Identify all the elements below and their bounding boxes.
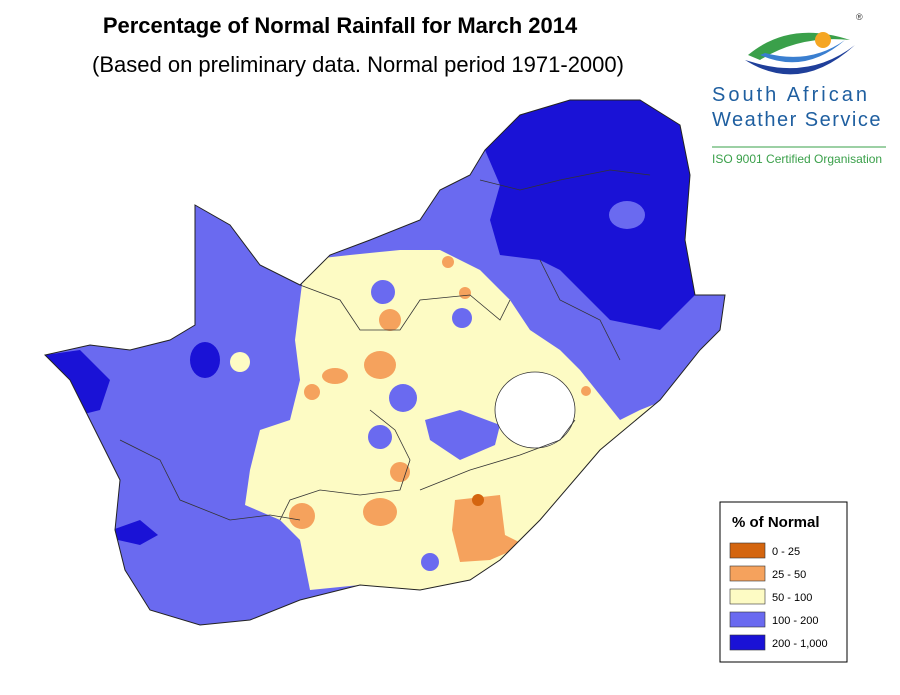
rainfall-zone	[322, 368, 348, 384]
legend-swatch	[729, 611, 766, 628]
province-border	[479, 169, 651, 191]
logo-arc	[760, 40, 845, 63]
rainfall-zone	[459, 287, 471, 299]
logo-certification: ISO 9001 Certified Organisation	[712, 152, 882, 166]
legend-swatch	[729, 634, 766, 651]
rainfall-zone	[45, 350, 110, 415]
rainfall-zone	[425, 410, 500, 460]
rainfall-zone	[421, 553, 439, 571]
legend-label: 25 - 50	[772, 569, 806, 581]
rainfall-zone	[389, 384, 417, 412]
rainfall-zone	[472, 494, 484, 506]
rainfall-zone	[609, 201, 645, 229]
rainfall-zone	[190, 342, 220, 378]
legend-swatch	[729, 565, 766, 582]
lesotho	[494, 371, 576, 449]
rainfall-zone	[485, 100, 695, 330]
rainfall-zone	[452, 495, 525, 562]
rainfall-zone	[289, 503, 315, 529]
province-border	[419, 419, 576, 491]
legend-swatch	[729, 588, 766, 605]
legend-label: 50 - 100	[772, 592, 812, 604]
logo-arc	[745, 45, 855, 75]
rainfall-zone	[371, 280, 395, 304]
legend-label: 0 - 25	[772, 546, 800, 558]
rainfall-zone	[390, 462, 410, 482]
logo: ® South African Weather Service ISO 9001…	[712, 12, 886, 166]
rainfall-zone	[442, 256, 454, 268]
rainfall-map	[45, 100, 725, 625]
legend-swatch	[729, 542, 766, 559]
legend: % of Normal 0 - 25 25 - 50 50 - 100 100 - 2…	[719, 501, 848, 663]
rainfall-zone	[112, 520, 158, 545]
logo-sun	[815, 32, 831, 48]
rainfall-zone	[379, 309, 401, 331]
legend-label: 100 - 200	[772, 615, 818, 627]
province-border	[279, 409, 411, 521]
logo-name: South African	[712, 84, 870, 106]
logo-arc	[748, 32, 850, 60]
province-border	[119, 439, 301, 521]
province-border	[539, 259, 621, 361]
rainfall-zone	[364, 351, 396, 379]
rainfall-zone	[363, 498, 397, 526]
rainfall-zone	[452, 308, 472, 328]
rainfall-zone	[304, 384, 320, 400]
map-title: Percentage of Normal Rainfall for March …	[103, 13, 578, 38]
rainfall-zone	[687, 365, 697, 375]
rainfall-zone	[368, 425, 392, 449]
map-subtitle: (Based on preliminary data. Normal perio…	[92, 52, 624, 77]
province-border	[299, 284, 511, 331]
rainfall-zone	[581, 386, 591, 396]
logo-mark: ®	[856, 12, 863, 22]
legend-label: 200 - 1,000	[772, 638, 828, 650]
rainfall-zone	[230, 352, 250, 372]
logo-name: Weather Service	[712, 109, 882, 131]
legend-title: % of Normal	[732, 514, 820, 531]
